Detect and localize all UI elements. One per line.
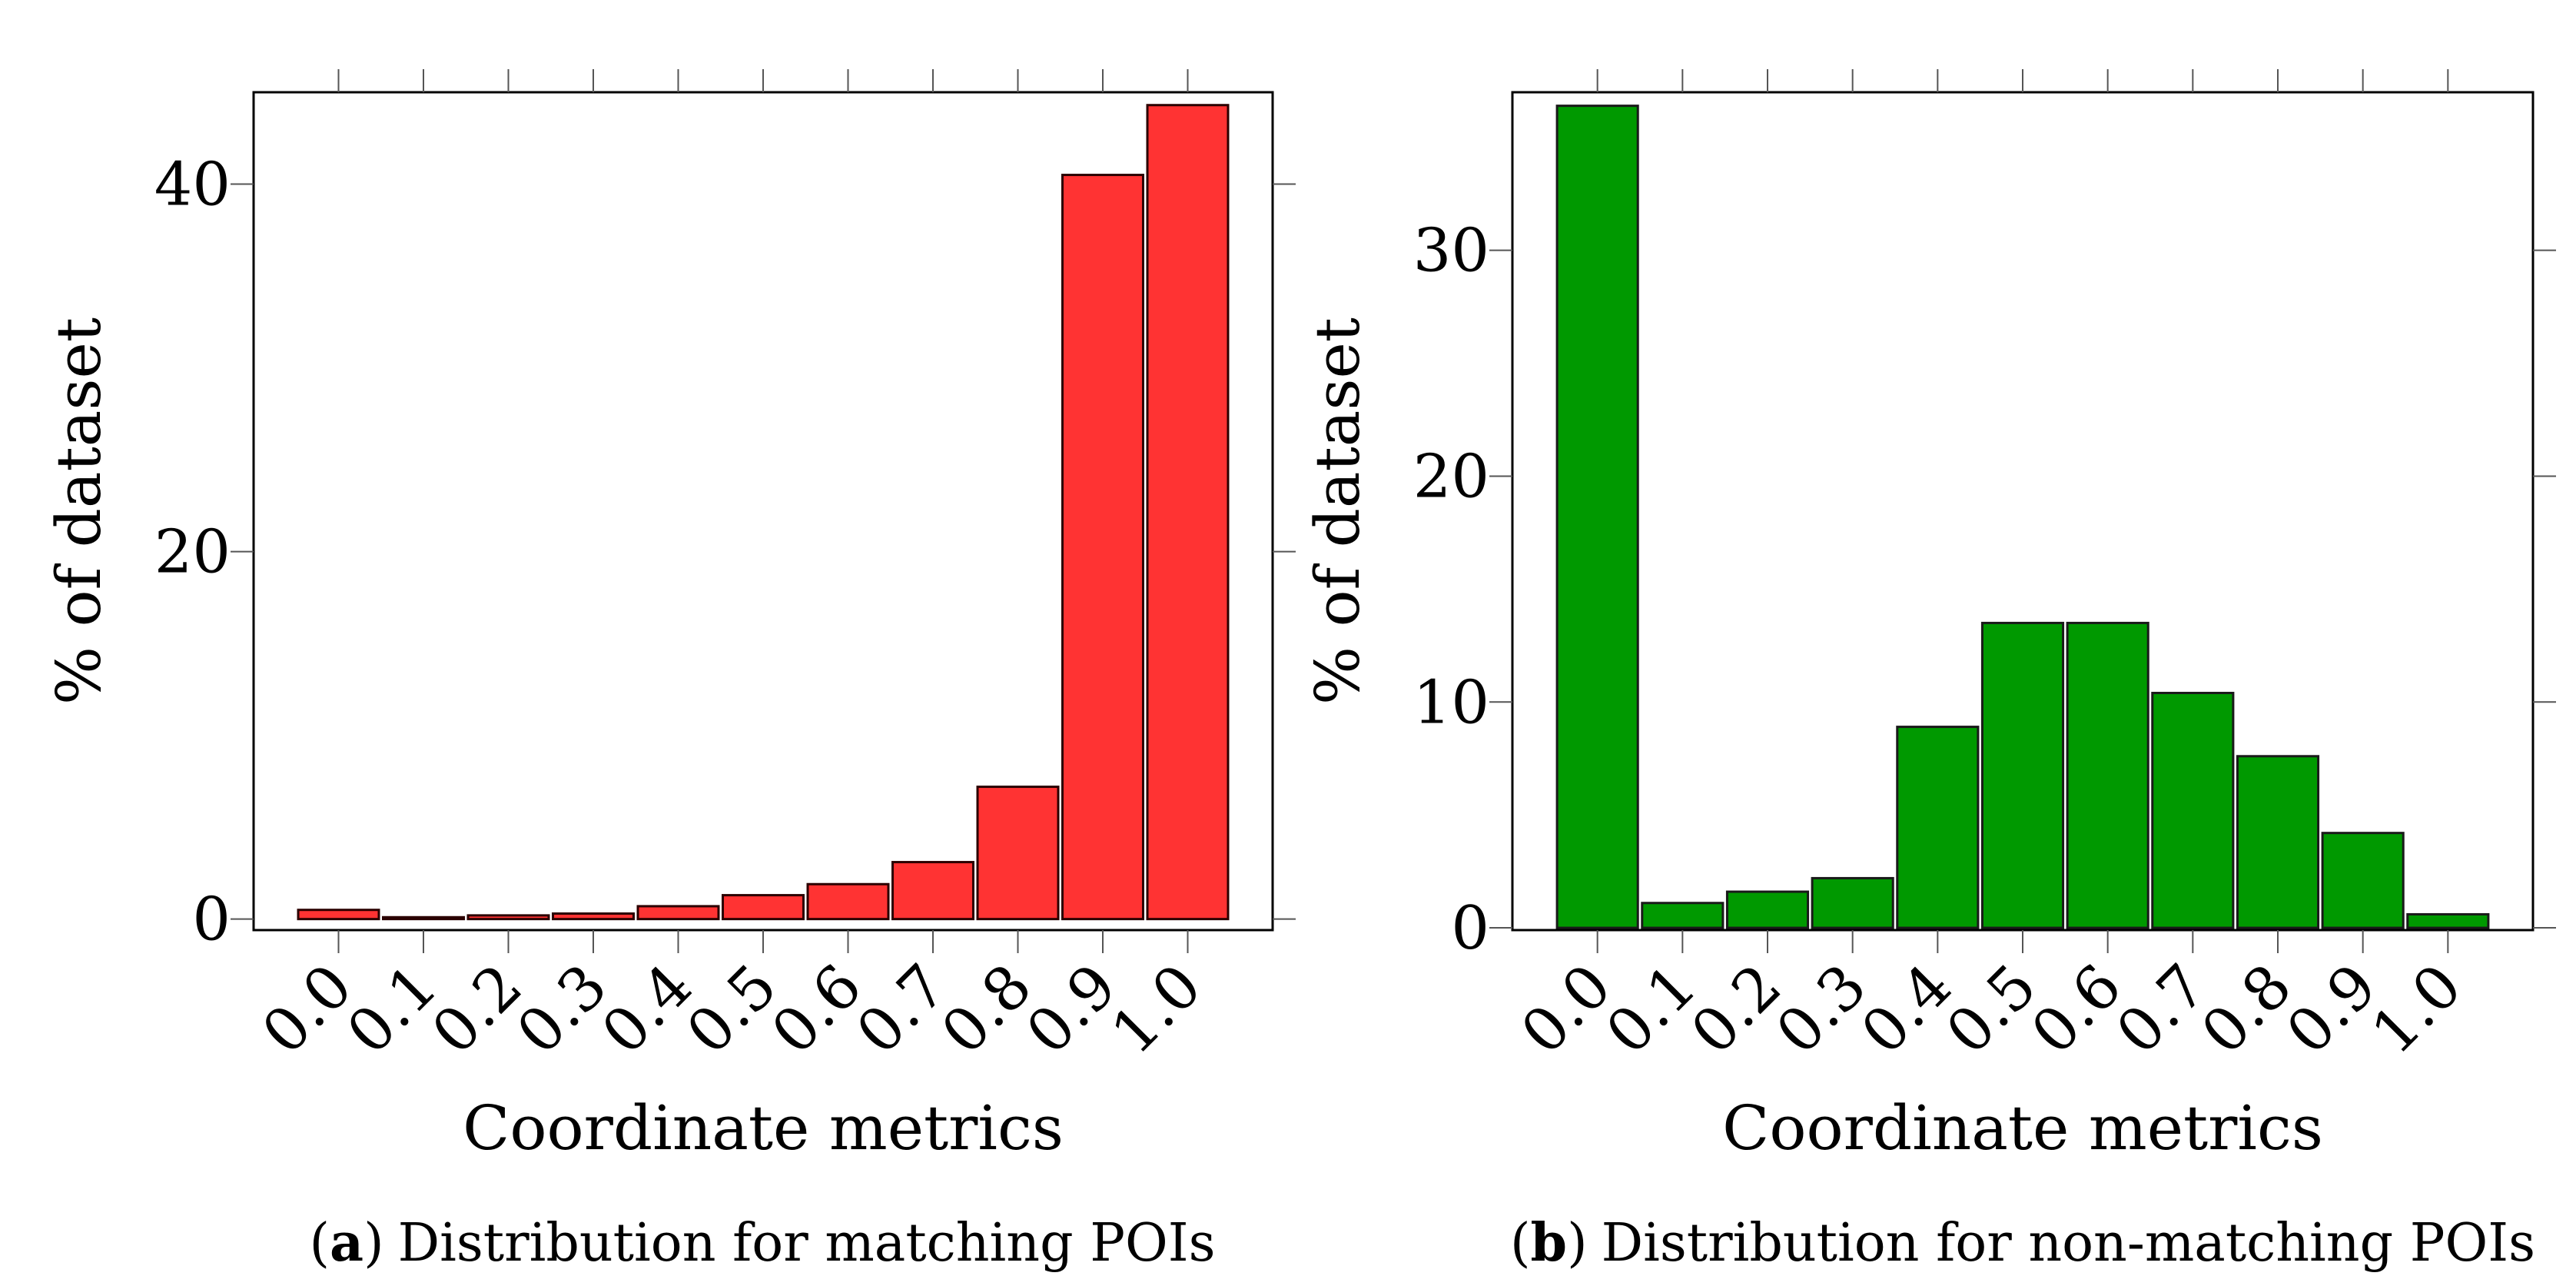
caption-open-paren: (: [309, 1213, 330, 1274]
x-tick-label: 1.0: [2359, 952, 2475, 1068]
bar-0.6: [2066, 621, 2149, 929]
caption-panel-letter: a: [330, 1212, 363, 1274]
y-axis-title: % of dataset: [43, 317, 115, 705]
caption-close-paren: ): [1567, 1213, 1588, 1274]
bar-0.9: [1061, 174, 1144, 921]
y-tick-label: 20: [1413, 442, 1489, 511]
x-axis-title: Coordinate metrics: [1722, 1092, 2323, 1164]
x-tick-label: 1.0: [1099, 952, 1215, 1068]
bar-1.0: [2406, 912, 2490, 929]
bar-0.7: [891, 861, 974, 921]
caption-text: Distribution for non-matching POIs: [1602, 1213, 2535, 1274]
bar-0.6: [806, 882, 890, 921]
y-tick-label: 40: [154, 151, 231, 220]
bar-0.8: [2236, 755, 2320, 929]
caption-text: Distribution for matching POIs: [398, 1213, 1216, 1274]
caption-close-paren: ): [363, 1213, 384, 1274]
bar-0.2: [1725, 890, 1810, 929]
bar-1.0: [1146, 104, 1230, 921]
bar-0.4: [636, 905, 720, 921]
y-axis-title: % of dataset: [1302, 317, 1373, 705]
bar-0.1: [1641, 902, 1725, 929]
y-tick-label: 20: [154, 518, 231, 587]
y-tick-label: 10: [1413, 668, 1489, 737]
bar-0.5: [1980, 621, 2065, 929]
y-tick-label: 0: [1451, 894, 1489, 963]
bar-0.0: [297, 909, 380, 921]
caption-panel-letter: b: [1531, 1212, 1568, 1274]
x-axis-title: Coordinate metrics: [463, 1092, 1064, 1164]
chart-panel-b: 0.00.10.20.30.40.50.60.70.80.91.00102030…: [1302, 69, 2556, 1274]
panel-caption: (b) Distribution for non-matching POIs: [1510, 1212, 2535, 1274]
bar-0.8: [976, 786, 1060, 921]
bar-0.7: [2151, 692, 2235, 929]
bar-0.9: [2321, 832, 2405, 929]
y-tick-label: 30: [1413, 217, 1489, 286]
chart-panel-a: 0.00.10.20.30.40.50.60.70.80.91.002040% …: [43, 69, 1296, 1274]
caption-open-paren: (: [1510, 1213, 1531, 1274]
bar-0.2: [466, 914, 550, 921]
bar-0.4: [1896, 726, 1980, 929]
bar-0.3: [1811, 876, 1894, 929]
bar-0.0: [1555, 105, 1639, 929]
bar-0.3: [552, 912, 635, 921]
panel-caption: (a) Distribution for matching POIs: [309, 1212, 1215, 1274]
bar-0.5: [722, 894, 805, 921]
bar-0.1: [382, 915, 465, 921]
y-tick-label: 0: [192, 886, 231, 955]
